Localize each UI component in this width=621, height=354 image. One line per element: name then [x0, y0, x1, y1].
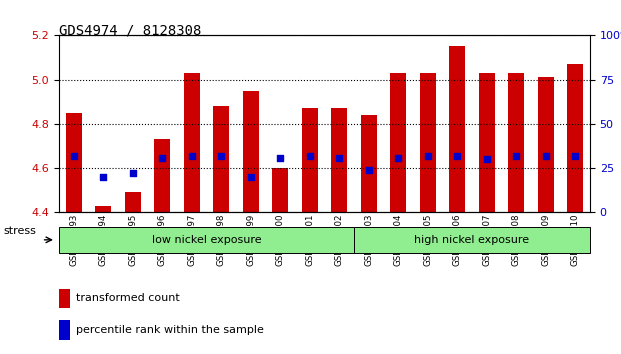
Bar [125, 193, 141, 212]
Point [187, 153, 197, 159]
Point [364, 167, 374, 173]
Bar [95, 206, 111, 212]
Bar [449, 46, 465, 212]
Point [570, 153, 580, 159]
Point [511, 153, 521, 159]
Point [128, 171, 138, 176]
Bar [420, 73, 436, 212]
Point [541, 153, 551, 159]
Bar [184, 73, 200, 212]
Point [275, 155, 285, 160]
Point [305, 153, 315, 159]
Point [423, 153, 433, 159]
Point [393, 155, 403, 160]
Bar [66, 113, 82, 212]
Bar [538, 78, 554, 212]
Point [157, 155, 167, 160]
Text: high nickel exposure: high nickel exposure [414, 235, 530, 245]
Bar [213, 106, 229, 212]
Text: GDS4974 / 8128308: GDS4974 / 8128308 [59, 23, 201, 37]
Bar [272, 168, 288, 212]
Bar [567, 64, 583, 212]
Bar [331, 108, 347, 212]
Bar [361, 115, 377, 212]
Point [98, 174, 108, 180]
Bar [154, 139, 170, 212]
Bar [302, 108, 318, 212]
Point [69, 153, 79, 159]
Point [482, 156, 492, 162]
Text: percentile rank within the sample: percentile rank within the sample [76, 325, 265, 335]
Bar [479, 73, 495, 212]
Bar [243, 91, 259, 212]
Point [334, 155, 344, 160]
Point [216, 153, 226, 159]
Text: transformed count: transformed count [76, 293, 180, 303]
Text: stress: stress [3, 226, 36, 236]
Bar [390, 73, 406, 212]
Point [246, 174, 256, 180]
Bar [508, 73, 524, 212]
Text: low nickel exposure: low nickel exposure [152, 235, 261, 245]
Point [452, 153, 462, 159]
